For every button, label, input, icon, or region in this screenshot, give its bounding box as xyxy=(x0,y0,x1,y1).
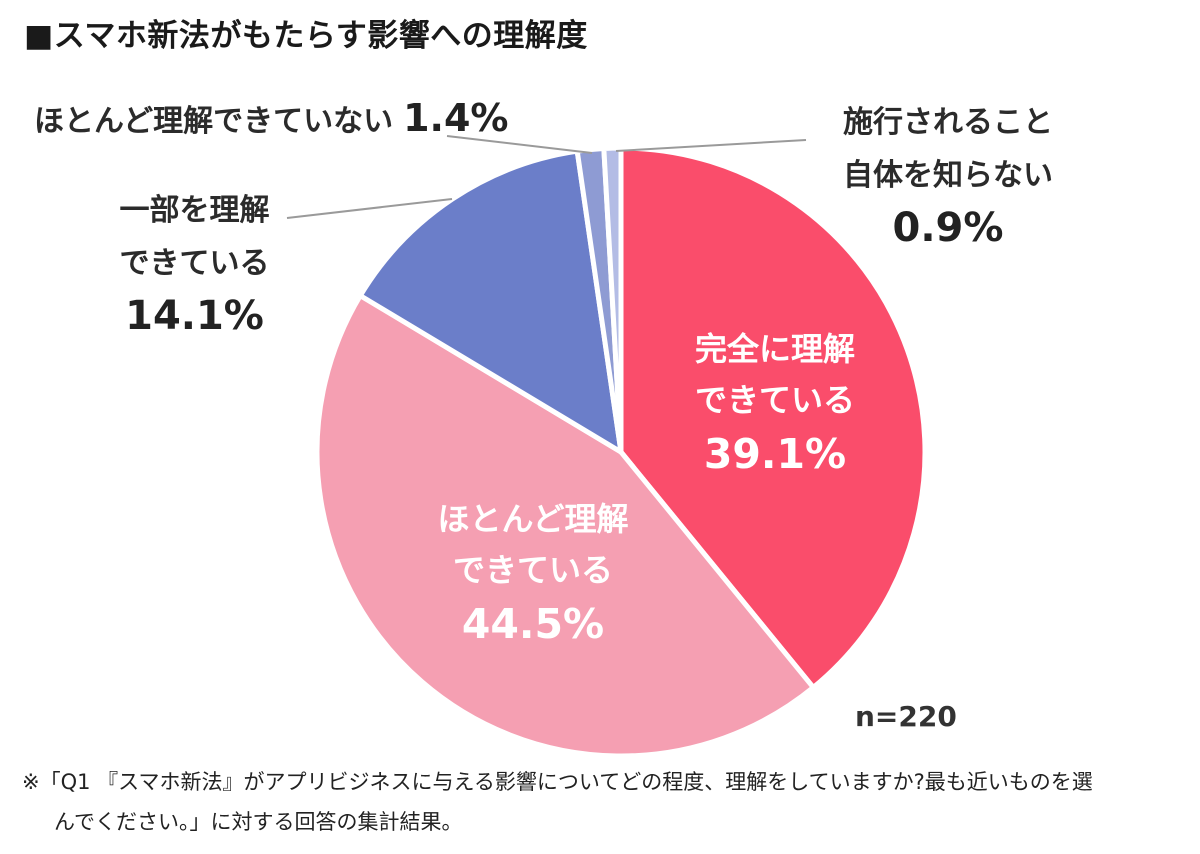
leader-line-mostly-not xyxy=(446,135,593,154)
pie-slice-2 xyxy=(357,148,624,455)
label-fully-understood: 完全に理解 できている 39.1% xyxy=(650,324,900,482)
footnote-line2: んでください。」に対する回答の集計結果。 xyxy=(54,810,463,834)
label-fully-percent: 39.1% xyxy=(703,430,847,478)
callout-unaware-percent: 0.9% xyxy=(892,205,1004,251)
pie-slices-group xyxy=(314,145,928,759)
callout-mostly-not-understood: ほとんど理解できていない 1.4% xyxy=(34,96,509,140)
callout-partially-understood: 一部を理解 できている 14.1% xyxy=(72,184,317,342)
pie-slice-4 xyxy=(601,145,624,455)
label-mostly-understood: ほとんど理解 できている 44.5% xyxy=(408,494,658,652)
callout-unaware-label-line1: 施行されること xyxy=(843,105,1053,140)
label-mostly-percent: 44.5% xyxy=(461,600,605,648)
callout-unaware-label-line2: 自体を知らない xyxy=(843,158,1053,193)
label-mostly-line1: ほとんど理解 xyxy=(437,500,629,538)
leader-line-unaware xyxy=(615,139,807,152)
leader-line-partial xyxy=(286,198,453,219)
pie-slice-1 xyxy=(314,293,816,759)
pie-slice-0 xyxy=(618,145,928,690)
callout-mostly-not-percent: 1.4% xyxy=(403,96,509,140)
label-fully-line2: できている xyxy=(694,381,855,419)
label-fully-line1: 完全に理解 xyxy=(694,330,855,368)
callout-mostly-not-label: ほとんど理解できていない xyxy=(34,104,394,139)
callout-partial-label-line2: できている xyxy=(119,246,270,281)
callout-unaware: 施行されること 自体を知らない 0.9% xyxy=(818,96,1078,254)
footnote-line1: ※「Q1 『スマホ新法』がアプリビジネスに与える影響についてどの程度、理解をして… xyxy=(22,770,1093,794)
chart-title: ■スマホ新法がもたらす影響への理解度 xyxy=(24,18,588,54)
callout-partial-label-line1: 一部を理解 xyxy=(119,193,270,228)
sample-size-label: n=220 xyxy=(855,700,957,733)
label-mostly-line2: できている xyxy=(452,551,613,589)
callout-partial-percent: 14.1% xyxy=(125,293,264,339)
